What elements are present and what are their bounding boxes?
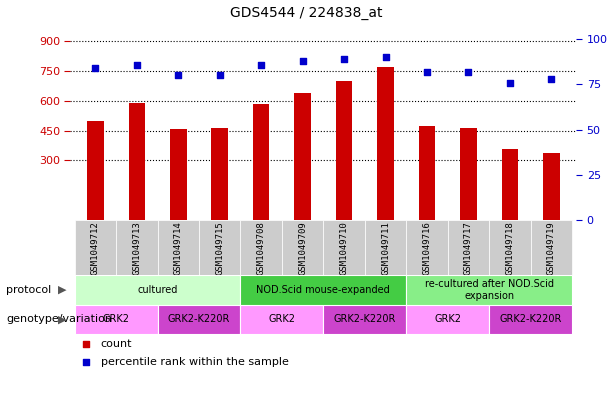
Point	[339, 56, 349, 62]
Bar	[240, 220, 282, 275]
Bar	[240, 275, 406, 305]
Point	[505, 79, 515, 86]
Bar	[377, 67, 394, 220]
Text: GSM1049716: GSM1049716	[422, 222, 432, 275]
Text: count: count	[101, 339, 132, 349]
Text: GSM1049719: GSM1049719	[547, 222, 556, 275]
Point	[463, 69, 473, 75]
Text: GSM1049718: GSM1049718	[505, 222, 514, 275]
Text: GRK2-K220R: GRK2-K220R	[500, 314, 562, 324]
Text: GSM1049709: GSM1049709	[298, 222, 307, 275]
Text: GSM1049711: GSM1049711	[381, 222, 390, 275]
Text: GSM1049710: GSM1049710	[340, 222, 349, 275]
Bar	[324, 220, 365, 275]
Text: ▶: ▶	[58, 285, 66, 295]
Text: GRK2-K220R: GRK2-K220R	[168, 314, 230, 324]
Bar	[240, 305, 324, 334]
Bar	[419, 126, 435, 220]
Bar	[170, 129, 186, 220]
Text: GSM1049708: GSM1049708	[257, 222, 265, 275]
Text: GRK2: GRK2	[102, 314, 129, 324]
Text: GSM1049715: GSM1049715	[215, 222, 224, 275]
Bar	[365, 220, 406, 275]
Text: GRK2: GRK2	[268, 314, 295, 324]
Text: ▶: ▶	[58, 314, 66, 324]
Point	[81, 341, 91, 347]
Point	[298, 58, 308, 64]
Bar	[253, 104, 270, 220]
Bar	[336, 81, 352, 220]
Bar	[406, 220, 447, 275]
Text: re-cultured after NOD.Scid
expansion: re-cultured after NOD.Scid expansion	[425, 279, 554, 301]
Point	[91, 65, 101, 72]
Point	[132, 61, 142, 68]
Point	[381, 54, 390, 61]
Bar	[501, 149, 518, 220]
Point	[173, 72, 183, 79]
Text: protocol: protocol	[6, 285, 51, 295]
Bar	[158, 305, 240, 334]
Bar	[75, 275, 240, 305]
Bar	[447, 220, 489, 275]
Bar	[282, 220, 324, 275]
Bar	[531, 220, 572, 275]
Bar	[87, 121, 104, 220]
Text: GDS4544 / 224838_at: GDS4544 / 224838_at	[230, 6, 383, 20]
Bar	[129, 103, 145, 220]
Bar	[324, 305, 406, 334]
Bar	[543, 152, 560, 220]
Bar	[294, 93, 311, 220]
Point	[81, 358, 91, 365]
Text: GRK2: GRK2	[434, 314, 461, 324]
Bar	[406, 275, 572, 305]
Text: GRK2-K220R: GRK2-K220R	[333, 314, 396, 324]
Text: percentile rank within the sample: percentile rank within the sample	[101, 356, 289, 367]
Text: NOD.Scid mouse-expanded: NOD.Scid mouse-expanded	[256, 285, 390, 295]
Point	[256, 61, 266, 68]
Bar	[460, 128, 477, 220]
Bar	[75, 220, 116, 275]
Bar	[75, 305, 158, 334]
Text: cultured: cultured	[137, 285, 178, 295]
Point	[546, 76, 556, 82]
Bar	[158, 220, 199, 275]
Bar	[211, 128, 228, 220]
Bar	[406, 305, 489, 334]
Text: GSM1049717: GSM1049717	[464, 222, 473, 275]
Point	[215, 72, 224, 79]
Bar	[116, 220, 158, 275]
Bar	[489, 305, 572, 334]
Point	[422, 69, 432, 75]
Text: genotype/variation: genotype/variation	[6, 314, 112, 324]
Text: GSM1049712: GSM1049712	[91, 222, 100, 275]
Text: GSM1049714: GSM1049714	[173, 222, 183, 275]
Text: GSM1049713: GSM1049713	[132, 222, 142, 275]
Bar	[489, 220, 531, 275]
Bar	[199, 220, 240, 275]
